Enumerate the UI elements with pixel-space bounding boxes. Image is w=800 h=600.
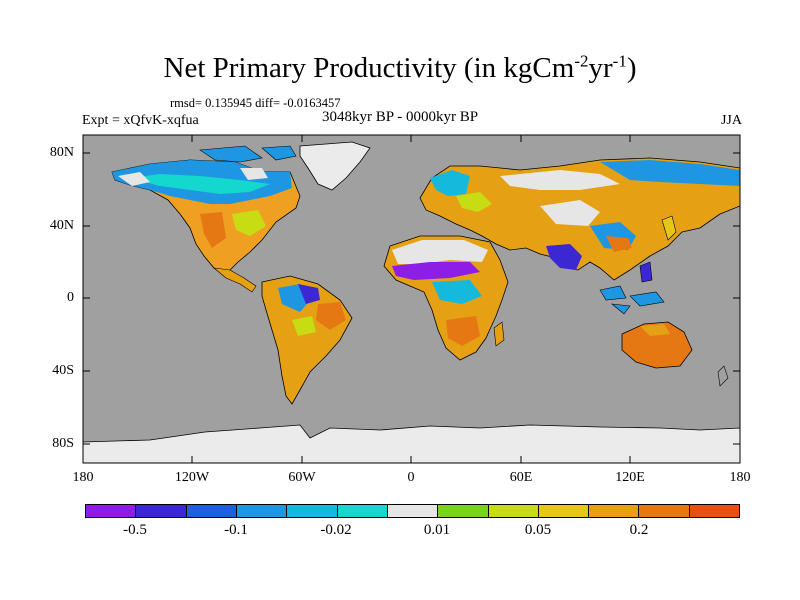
- lat-label-80s: 80S: [52, 436, 74, 451]
- colorbar: [85, 504, 740, 518]
- africa-blue: [432, 280, 482, 304]
- colorbar-swatch-0: [86, 505, 137, 517]
- sa-green: [292, 316, 316, 336]
- lon-label-60w: 60W: [288, 470, 316, 485]
- philippines: [639, 261, 653, 283]
- scandinavia-blue: [430, 170, 470, 196]
- colorbar-swatch-11: [639, 505, 690, 517]
- sa-amazon-purple: [298, 284, 320, 304]
- lat-label-0: 0: [67, 290, 74, 305]
- australia-north-orange: [640, 324, 670, 336]
- experiment-label: Expt = xQfvK-xqfua: [82, 113, 199, 128]
- central-asia-white: [540, 200, 600, 226]
- lon-label-0: 0: [407, 470, 415, 485]
- central-america: [213, 267, 257, 293]
- europe-green: [456, 192, 492, 212]
- arctic-islands: [199, 145, 297, 163]
- madagascar: [493, 321, 505, 347]
- colorbar-label-neg05: -0.5: [123, 522, 147, 538]
- antarctica: [83, 424, 740, 463]
- colorbar-swatch-6: [387, 505, 439, 517]
- lon-ticks: [191, 135, 631, 463]
- colorbar-swatch-10: [589, 505, 640, 517]
- new-zealand: [717, 365, 729, 387]
- africa-south-orange: [446, 316, 480, 346]
- colorbar-swatch-2: [186, 505, 237, 517]
- sa-brazil-orange: [316, 302, 346, 330]
- period-label: 3048kyr BP - 0000kyr BP: [322, 109, 479, 125]
- colorbar-swatch-9: [538, 505, 590, 517]
- colorbar-swatch-12: [689, 505, 740, 517]
- colorbar-swatch-7: [438, 505, 489, 517]
- india-purple: [546, 244, 582, 270]
- colorbar-label-neg002: -0.02: [320, 522, 352, 538]
- stats-text: rmsd= 0.135945 diff= -0.0163457: [170, 96, 341, 110]
- colorbar-swatch-5: [337, 505, 388, 517]
- lon-label-120w: 120W: [174, 470, 210, 485]
- colorbar-swatch-8: [488, 505, 539, 517]
- colorbar-label-neg01: -0.1: [224, 522, 248, 538]
- colorbar-swatch-1: [136, 505, 187, 517]
- lon-label-180w: 180: [72, 470, 94, 485]
- lon-label-120e: 120E: [615, 470, 645, 485]
- japan: [661, 215, 677, 241]
- na-midwest-green: [232, 210, 266, 236]
- sahel-purple: [392, 262, 480, 280]
- china-orange: [606, 236, 632, 252]
- se-asia-islands: [599, 285, 665, 315]
- greenland: [299, 141, 371, 191]
- season-label: JJA: [720, 113, 742, 128]
- siberia-blue: [600, 160, 740, 186]
- na-west-orange: [200, 212, 226, 248]
- lat-ticks: [83, 152, 740, 445]
- lat-label-40n: 40N: [49, 218, 74, 233]
- lat-label-80n: 80N: [49, 145, 74, 160]
- colorbar-swatch-4: [287, 505, 338, 517]
- siberia-white: [500, 170, 620, 190]
- lon-label-180e: 180: [729, 470, 751, 485]
- colorbar-label-001: 0.01: [423, 522, 451, 538]
- chart-title: Net Primary Productivity (in kgCm-2yr-1): [163, 51, 637, 84]
- sahara-white: [392, 240, 488, 264]
- colorbar-label-02: 0.2: [629, 522, 649, 538]
- colorbar-label-005: 0.05: [524, 522, 552, 538]
- lat-label-40s: 40S: [52, 363, 74, 378]
- na-tundra-white: [118, 168, 268, 186]
- na-boreal-light: [130, 174, 270, 194]
- lon-label-60e: 60E: [509, 470, 533, 485]
- colorbar-swatch-3: [236, 505, 288, 517]
- australia: [621, 321, 693, 369]
